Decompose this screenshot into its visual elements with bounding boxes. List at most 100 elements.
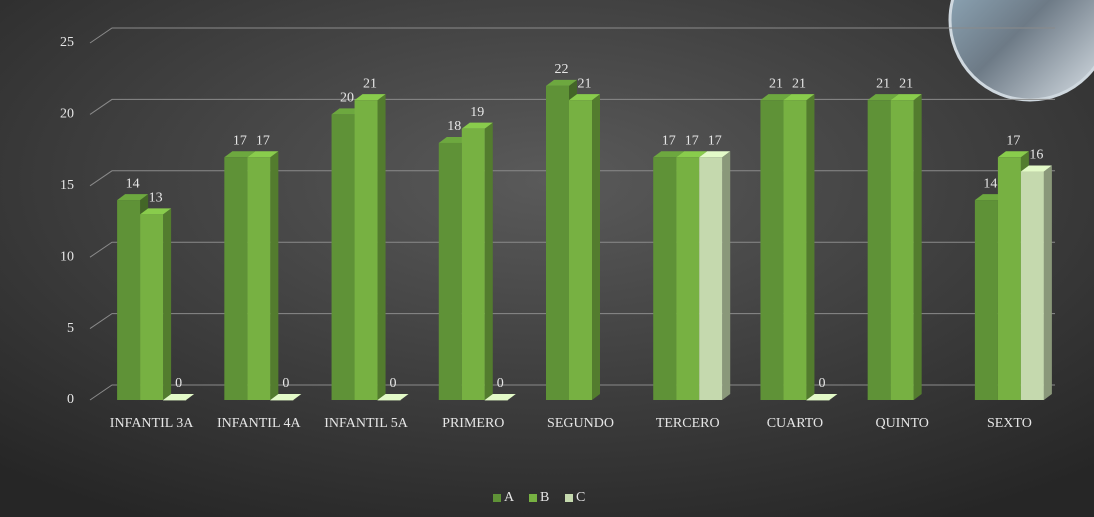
bar-top [461,122,493,129]
value-label: 22 [555,62,569,77]
bar-top [247,151,279,158]
value-label: 0 [175,376,182,391]
bar-side [722,151,731,400]
bar [783,100,807,401]
bar-top [997,151,1029,158]
bar-side [163,208,172,400]
bar-top [699,151,731,158]
y-tick-label: 0 [67,392,74,407]
y-tick-label: 15 [60,178,74,193]
plot: 0 5 10 15 20 25 INFANTIL 3A 14 13 0 INFANTIL 4A 17 1… [60,27,1055,505]
value-label: 17 [1006,133,1020,148]
bar [699,157,723,400]
y-tick-label: 5 [67,321,74,336]
value-label: 13 [149,191,163,206]
legend-label: C [576,490,585,505]
bar-top [890,94,922,101]
y-tick-label: 20 [60,107,74,122]
legend-swatch [493,494,501,502]
bar-top [270,394,302,400]
value-label: 0 [282,376,289,391]
bar-top [377,394,409,400]
bar-side [377,94,386,401]
x-tick-label: TERCERO [656,416,720,431]
bar [806,400,830,401]
bar [224,157,248,400]
bar [163,400,187,401]
value-label: 0 [818,376,825,391]
value-label: 21 [363,76,377,91]
bar-top [117,194,149,201]
bar [438,142,462,400]
x-tick-label: INFANTIL 3A [110,416,194,431]
value-label: 21 [899,76,913,91]
bar [760,100,784,401]
bar-side [806,94,815,401]
value-label: 0 [390,376,397,391]
x-tick-label: SEGUNDO [547,416,614,431]
legend-swatch [565,494,573,502]
value-label: 17 [708,133,722,148]
x-tick-label: QUINTO [875,416,928,431]
grid-line [89,384,1055,401]
bar-top [653,151,685,158]
bar [890,100,914,401]
bar-top [354,94,386,101]
legend-label: B [540,490,549,505]
bar-top [867,94,899,101]
value-label: 14 [983,176,997,191]
bar-top [224,151,256,158]
bar-top [484,394,516,400]
value-label: 0 [497,376,504,391]
bar [1020,171,1044,400]
x-tick-label: CUARTO [767,416,823,431]
bar [867,100,891,401]
bar-top [569,94,600,101]
bar-top [676,151,708,158]
bar-top [760,94,792,101]
bar-side [1043,165,1052,400]
bar [377,400,401,401]
legend-label: A [504,490,515,505]
x-tick-label: INFANTIL 5A [324,416,408,431]
bar [974,200,998,400]
y-tick-label: 10 [60,249,74,264]
bar [569,100,592,401]
value-label: 17 [662,133,676,148]
x-tick-label: INFANTIL 4A [217,416,301,431]
value-label: 19 [470,105,484,120]
value-label: 17 [685,133,699,148]
grid-line [89,27,1055,44]
value-label: 14 [126,176,140,191]
bar [461,128,485,400]
bar-side [484,122,493,401]
value-label: 20 [340,91,354,106]
bar-side [592,94,600,401]
bar [247,157,271,400]
bar-top [140,208,172,215]
bar-top [806,394,838,400]
grid-line [89,313,1055,330]
value-label: 18 [447,119,461,134]
bar-side [270,151,279,400]
bar [997,157,1021,400]
grid-line [89,170,1055,187]
bar [484,400,508,401]
bar-top [783,94,815,101]
value-label: 21 [876,76,890,91]
bar-top [1020,165,1052,172]
bar [117,200,141,400]
y-tick-label: 25 [60,35,74,50]
bar-top [163,394,195,400]
photo [948,0,1094,102]
bar-top [546,79,577,86]
value-label: 17 [233,133,247,148]
bar [546,85,569,400]
value-label: 21 [578,76,592,91]
x-tick-label: SEXTO [987,416,1032,431]
bar [270,400,294,401]
bar [676,157,700,400]
bar [653,157,677,400]
